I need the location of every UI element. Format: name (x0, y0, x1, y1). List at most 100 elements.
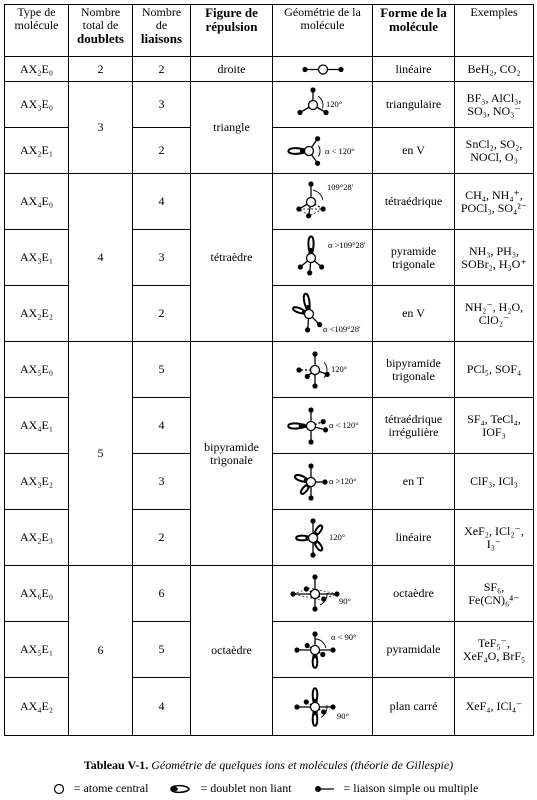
table-row: AX₃E₁ 3 α >109°28' pyramide trigonale NH₃, P… (4, 229, 534, 286)
cell-liaisons: 5 (132, 621, 191, 678)
table-row: AX₆E₀ 6 6 octaèdre 90° octaèdre SF₆, Fe(CN)₆⁴⁻ (4, 565, 534, 736)
molecule-geometry-sqplanar: 90° (293, 686, 348, 727)
cell-forme: bipyramide trigonale (372, 341, 455, 398)
angle-label: α >109°28' (328, 240, 366, 250)
cell-forme: plan carré (372, 677, 455, 736)
cell-forme: linéaire (372, 509, 455, 566)
example-line: NH₂⁻, H₂O, (464, 299, 524, 314)
example-line: SF₄, TeCl₄, (467, 411, 521, 426)
cell-geometry: 120° (272, 509, 373, 566)
table-row: AX₂E₁ 2 α < 120° en V SnCl₂, SO₂, NOCl, O₃ (4, 127, 534, 174)
table-row: AX₃E₀ 3 3 triangle 120° triangulaire BF₃, AlCl… (4, 81, 534, 174)
cell-geometry: 120° (272, 81, 373, 128)
example-line: CH₄, NH₄⁺, (465, 187, 523, 202)
cell-exemples: CH₄, NH₄⁺, POCl₃, SO₄²⁻ (454, 173, 534, 230)
cell-doublets: 6 (68, 565, 133, 736)
example-line: POCl₃, SO₄²⁻ (460, 200, 528, 215)
angle-label: α < 90° (331, 632, 356, 642)
cell-geometry: α >109°28' (272, 229, 373, 286)
cell-exemples: SnCl₂, SO₂, NOCl, O₃ (454, 127, 534, 174)
cell-forme: pyramidale (372, 621, 455, 678)
cell-forme: en T (372, 453, 455, 510)
cell-exemples: XeF₄, ICl₄⁻ (454, 677, 534, 736)
example-line: SF₆, (483, 579, 505, 594)
molecule-geometry-linear (301, 63, 344, 75)
example-line: SO₃, NO₃⁻ (467, 103, 521, 118)
cell-doublets: 4 (68, 173, 133, 342)
example-line: ClO₂⁻ (478, 312, 510, 327)
molecule-geometry-tshape: α >120° (293, 462, 357, 501)
example-line: NH₃, PH₃, (468, 243, 520, 258)
cell-exemples: SF₆, Fe(CN)₆⁴⁻ (454, 565, 534, 622)
cell-exemples: PCl₅, SOF₄ (454, 341, 534, 398)
molecule-geometry-bent4: α <109°28' (291, 292, 361, 334)
cell-exemples: XeF₂, ICl₂⁻, I₃⁻ (454, 509, 534, 566)
cell-geometry: α >120° (272, 453, 373, 510)
geometry-table: Type de molécule Nombre total de doublets … (4, 4, 534, 736)
cell-forme: tétraédrique (372, 173, 455, 230)
table-row: AX₅E₁ 5 α < 90° pyramidale TeF₅⁻, XeF₄O, BrF₅ (4, 621, 534, 678)
cell-forme: pyramide trigonale (372, 229, 455, 286)
cell-exemples: ClF₃, ICl₃ (454, 453, 534, 510)
cell-type: AX₅E₁ (4, 621, 69, 678)
cell-forme: tétraédrique irrégulière (372, 397, 455, 454)
angle-label: 109°28' (327, 182, 354, 192)
table-row: AX₅E₀ 5 5 bipyramide trigonale 120° bipyramid… (4, 341, 534, 566)
table-row: AX₂E₂ 2 α <109°28' en V NH₂⁻, H₂O, ClO₂⁻ (4, 285, 534, 342)
cell-liaisons: 4 (132, 173, 191, 230)
example-line: SnCl₂, SO₂, (465, 136, 523, 151)
cell-liaisons: 4 (132, 677, 191, 736)
cell-doublets: 3 (68, 81, 133, 174)
header-type: Type de molécule (4, 4, 69, 57)
cell-liaisons: 2 (132, 127, 191, 174)
molecule-geometry-sqpyr: α < 90° (293, 630, 356, 669)
table-row: AX₄E₀ 4 4 tétraèdre 109°28' tétraédrique CH₄, … (4, 173, 534, 342)
example-line: XeF₄O, BrF₅ (462, 648, 526, 663)
example-line: I₃⁻ (486, 536, 502, 551)
cell-figure: bipyramide trigonale (190, 341, 273, 566)
cell-doublets: 5 (68, 341, 133, 566)
header-row: Type de molécule Nombre total de doublets … (4, 4, 534, 57)
cell-type: AX₂E₀ (4, 56, 69, 82)
legend-lone-pair: = doublet non liant (169, 781, 297, 796)
cell-type: AX₄E₀ (4, 173, 69, 230)
cell-geometry: α < 120° (272, 127, 373, 174)
cell-figure: tétraèdre (190, 173, 273, 342)
molecule-geometry-tetra: 109°28' (295, 180, 354, 218)
molecule-geometry-tbp: 120° (295, 350, 347, 389)
example-line: XeF₄, ICl₄⁻ (465, 699, 523, 713)
angle-label: α >120° (329, 476, 357, 486)
molecule-geometry-octa: 90° (289, 573, 351, 612)
cell-liaisons: 5 (132, 341, 191, 398)
lone-pair-icon (170, 785, 191, 794)
cell-liaisons: 3 (132, 453, 191, 510)
cell-liaisons: 2 (132, 509, 191, 566)
angle-label: α < 120° (325, 146, 355, 156)
table-caption: Tableau V-1. Géométrie de quelques ions … (0, 758, 537, 773)
cell-forme: en V (372, 127, 455, 174)
table-row: AX₃E₂ 3 α >120° en T ClF₃, ICl₃ (4, 453, 534, 510)
legend: = atome central = doublet non liant = li… (0, 781, 537, 796)
cell-doublets: 2 (68, 56, 133, 82)
header-figure: Figure de répulsion (190, 4, 273, 57)
cell-type: AX₂E₂ (4, 285, 69, 342)
cell-exemples: NH₃, PH₃, SOBr₂, H₃O⁺ (454, 229, 534, 286)
example-line: BeH₂, CO₂ (467, 61, 521, 76)
cell-figure: triangle (190, 81, 273, 174)
header-geometrie: Géométrie de la molécule (272, 4, 373, 57)
cell-forme: triangulaire (372, 81, 455, 128)
cell-geometry: α <109°28' (272, 285, 373, 342)
cell-liaisons: 4 (132, 397, 191, 454)
example-line: PCl₅, SOF₄ (466, 362, 522, 376)
angle-label: 90° (339, 596, 351, 606)
cell-figure: octaèdre (190, 565, 273, 736)
cell-type: AX₄E₂ (4, 677, 69, 736)
angle-label: 120° (326, 99, 342, 109)
cell-forme: en V (372, 285, 455, 342)
cell-geometry: 90° (272, 565, 373, 622)
cell-forme: linéaire (372, 56, 455, 82)
table-row: AX₂E₀ 2 2 droite linéaire BeH₂, CO₂ (4, 56, 534, 82)
cell-figure: droite (190, 56, 273, 82)
cell-liaisons: 2 (132, 56, 191, 82)
example-line: Fe(CN)₆⁴⁻ (468, 592, 520, 607)
